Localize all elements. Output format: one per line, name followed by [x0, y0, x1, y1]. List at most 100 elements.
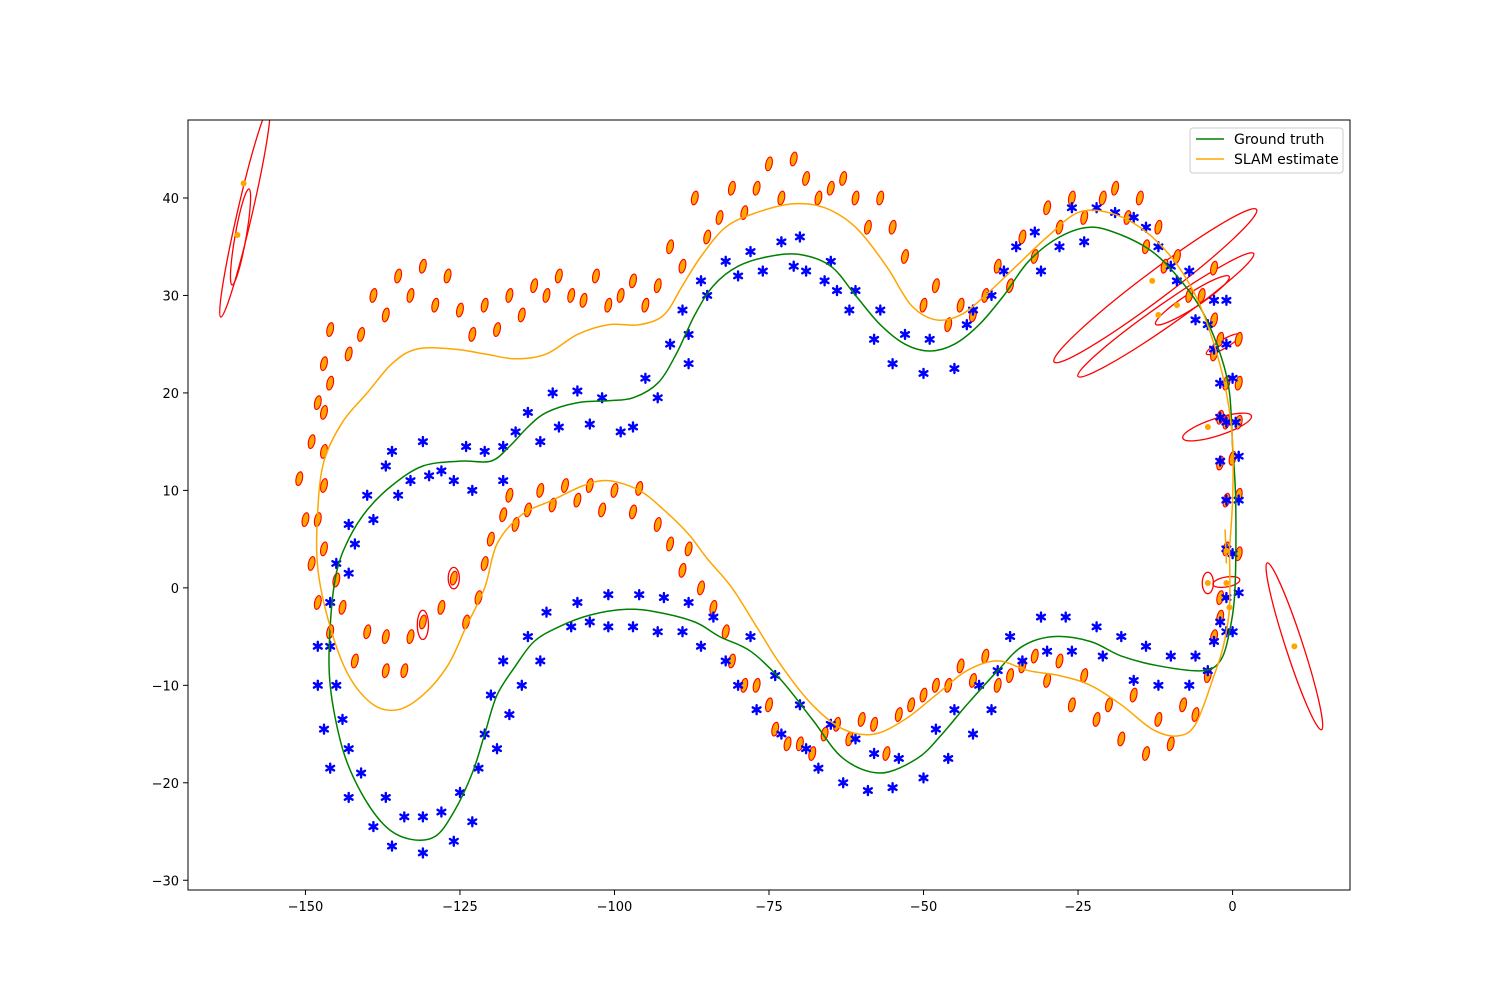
estimated-landmark	[1210, 260, 1219, 276]
true-landmark	[566, 621, 577, 633]
estimated-landmark	[876, 190, 885, 206]
estimated-landmark	[752, 180, 761, 196]
true-landmark	[1215, 616, 1226, 628]
estimated-landmark	[1043, 673, 1052, 688]
true-landmark	[943, 752, 954, 765]
true-landmark	[776, 728, 787, 740]
true-landmark	[603, 589, 614, 601]
estimated-landmark	[956, 297, 965, 313]
true-landmark	[1079, 236, 1090, 248]
true-landmark	[1042, 645, 1053, 657]
true-landmark	[436, 806, 447, 818]
pose-marker	[1223, 547, 1230, 554]
x-tick-label: 0	[1228, 900, 1236, 915]
x-tick-label: −75	[755, 900, 782, 915]
estimated-landmark	[1018, 229, 1027, 245]
estimated-landmark	[319, 541, 328, 557]
estimated-landmark	[326, 375, 335, 391]
y-tick-label: 20	[162, 387, 179, 402]
pose-marker	[1226, 604, 1233, 611]
true-landmark	[862, 784, 873, 797]
true-landmark	[930, 723, 941, 735]
true-landmark	[1215, 455, 1226, 467]
y-tick-label: −30	[152, 874, 179, 889]
estimated-landmark	[585, 478, 594, 493]
estimated-landmark	[344, 346, 353, 362]
estimated-landmark	[610, 482, 619, 498]
estimated-landmark	[764, 156, 774, 172]
true-landmark	[801, 743, 812, 755]
estimated-landmark	[678, 562, 687, 578]
estimated-landmark	[313, 595, 322, 610]
estimated-landmark	[721, 624, 730, 640]
x-tick-label: −125	[442, 900, 478, 915]
pose-marker	[240, 180, 247, 187]
y-tick-label: 10	[162, 484, 179, 499]
x-tick-label: −25	[1064, 900, 1091, 915]
true-landmark	[424, 470, 435, 482]
estimated-landmark	[931, 278, 940, 294]
true-landmark	[998, 265, 1009, 277]
true-landmark	[720, 655, 731, 667]
true-landmark	[1011, 241, 1022, 253]
true-landmark	[572, 596, 583, 609]
true-landmark	[634, 589, 645, 601]
true-landmark	[695, 275, 707, 287]
true-landmark	[1066, 202, 1077, 214]
estimated-landmark	[350, 653, 359, 669]
pose-marker	[1291, 643, 1298, 650]
true-landmark	[1060, 611, 1071, 623]
estimated-landmark	[727, 180, 736, 196]
estimated-landmark	[956, 658, 965, 674]
true-landmark	[1208, 294, 1220, 306]
estimated-landmark	[851, 190, 860, 206]
true-landmark	[417, 847, 428, 859]
estimated-landmark	[1067, 697, 1076, 713]
estimated-landmark	[931, 677, 940, 693]
true-landmark	[918, 367, 929, 380]
estimated-landmark	[839, 171, 848, 186]
true-landmark	[850, 733, 861, 745]
estimated-landmark	[449, 570, 458, 586]
estimated-landmark	[1055, 653, 1064, 669]
estimated-landmark	[486, 531, 495, 547]
covariance-ellipse	[1212, 575, 1241, 589]
legend-label-ground-truth: Ground truth	[1234, 132, 1324, 148]
series-ground-truth-line	[328, 226, 1237, 842]
true-landmark	[899, 328, 911, 341]
estimated-landmark	[845, 731, 854, 747]
true-landmark	[733, 679, 744, 691]
estimated-landmark	[764, 697, 774, 713]
true-landmark	[1221, 494, 1232, 506]
estimated-landmark	[629, 504, 638, 520]
estimated-landmark	[307, 434, 316, 450]
estimated-landmark	[437, 599, 446, 615]
true-landmark	[986, 704, 997, 716]
estimated-landmark	[406, 288, 415, 303]
estimated-landmark	[1067, 190, 1076, 206]
true-landmark	[603, 621, 614, 633]
true-landmark	[498, 440, 509, 453]
estimated-landmark	[907, 697, 916, 713]
true-landmark	[1054, 241, 1065, 253]
true-landmark	[751, 704, 762, 716]
true-landmark	[683, 358, 694, 370]
true-landmark	[924, 333, 935, 345]
true-landmark	[825, 255, 836, 267]
true-landmark	[356, 767, 367, 779]
true-landmark	[1221, 294, 1232, 306]
true-landmark	[1066, 645, 1077, 657]
true-landmark	[312, 679, 323, 691]
true-landmark	[380, 460, 391, 472]
true-landmark	[504, 708, 515, 721]
true-landmark	[325, 640, 336, 652]
true-landmark	[368, 513, 379, 526]
true-landmark	[535, 435, 546, 448]
covariance-ellipse	[1053, 208, 1258, 364]
true-landmark	[1208, 635, 1220, 648]
true-landmark	[949, 362, 960, 375]
estimated-landmark	[888, 219, 897, 235]
true-landmark	[1227, 372, 1238, 384]
true-landmark	[1165, 650, 1176, 662]
legend: Ground truth SLAM estimate	[1189, 127, 1344, 174]
